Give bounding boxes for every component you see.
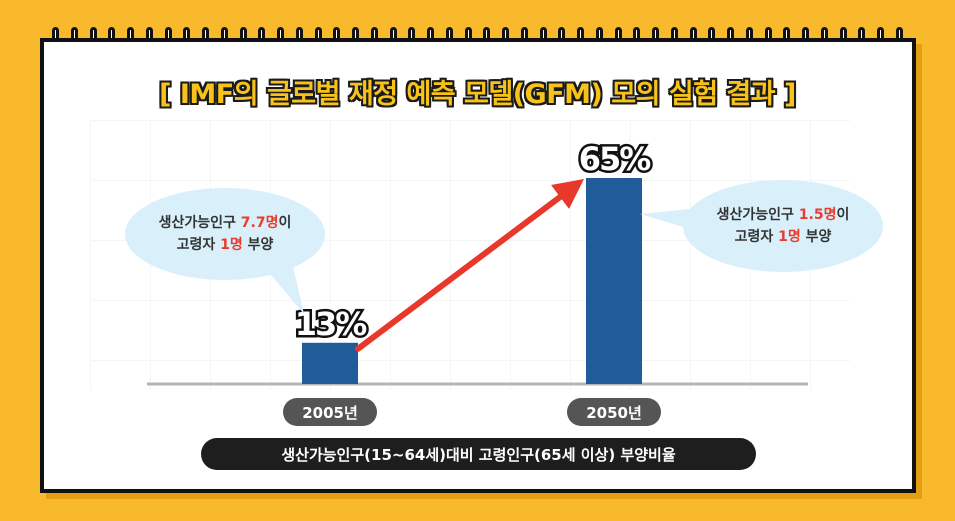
bar-1 [586, 178, 642, 384]
bubble-line-1: 생산가능인구 1.5명이 [716, 207, 850, 223]
speech-bubble-2005: 생산가능인구 7.7명이 고령자 1명 부양 [125, 188, 325, 280]
data-label-1: 65% [579, 140, 652, 178]
data-label-0: 13% [295, 305, 368, 343]
category-label-2050: 2050년 [567, 398, 661, 426]
category-label-2005: 2005년 [283, 398, 377, 426]
page-title: [ IMF의 글로벌 재정 예측 모델(GFM) 모의 실험 결과 ] [159, 79, 796, 110]
trend-arrow [355, 178, 584, 352]
bubble-line-2: 고령자 1명 부양 [734, 229, 832, 245]
bar-0 [302, 342, 358, 384]
bubble-line-2: 고령자 1명 부양 [176, 237, 274, 253]
chart-caption: 생산가능인구(15~64세)대비 고령인구(65세 이상) 부양비율 [201, 438, 756, 470]
bubble-tail-left [260, 262, 304, 314]
bubble-line-1: 생산가능인구 7.7명이 [158, 215, 292, 231]
speech-bubble-2050: 생산가능인구 1.5명이 고령자 1명 부양 [683, 180, 883, 272]
